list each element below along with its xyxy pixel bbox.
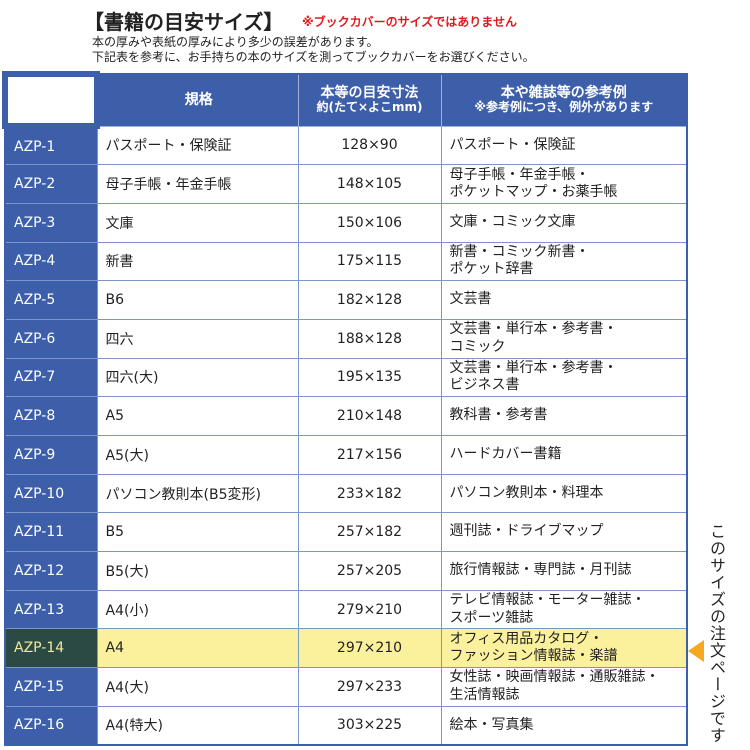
- cell-example: 文庫・コミック文庫: [440, 202, 688, 243]
- header-size: 本等の目安寸法 約(たて×よこmm): [297, 73, 442, 127]
- cell-id: AZP-8: [4, 396, 98, 436]
- cell-id: AZP-10: [4, 473, 98, 514]
- cell-spec: 母子手帳・年金手帳: [96, 164, 299, 204]
- cell-example: ハードカバー書籍: [440, 435, 688, 475]
- cell-example: 文芸書: [440, 280, 688, 320]
- cell-size: 188×128: [297, 318, 442, 359]
- table-row[interactable]: AZP-4 新書 175×115 新書・コミック新書・ ポケット辞書: [4, 241, 688, 282]
- disclaimer-note: ※ブックカバーのサイズではありません: [302, 15, 517, 29]
- cell-spec: 四六(大): [96, 357, 299, 398]
- cell-size: 182×128: [297, 280, 442, 320]
- cell-spec: B5(大): [96, 551, 299, 591]
- cell-size: 150×106: [297, 202, 442, 243]
- cell-spec: パソコン教則本(B5変形): [96, 473, 299, 514]
- cell-size: 303×225: [297, 705, 442, 746]
- cell-id: AZP-4: [4, 241, 98, 282]
- cell-id: AZP-16: [4, 705, 98, 746]
- cell-size: 128×90: [297, 125, 442, 166]
- cell-spec: A4(大): [96, 667, 299, 707]
- cell-size: 297×210: [297, 628, 442, 669]
- cell-example: 文芸書・単行本・参考書・ ビジネス書: [440, 357, 688, 398]
- cell-example: 女性誌・映画情報誌・通販雑誌・ 生活情報誌: [440, 667, 688, 707]
- cell-spec: A5: [96, 396, 299, 436]
- cell-spec: 新書: [96, 241, 299, 282]
- cell-id: AZP-13: [4, 589, 98, 630]
- order-page-label[interactable]: このサイズの注文ページです: [707, 523, 726, 744]
- table-row[interactable]: AZP-14 A4 297×210 オフィス用品カタログ・ ファッション情報誌・楽譜: [4, 628, 688, 669]
- cell-spec: A4: [96, 628, 299, 669]
- table-row[interactable]: AZP-11 B5 257×182 週刊誌・ドライブマップ: [4, 512, 688, 553]
- cell-example: 文芸書・単行本・参考書・ コミック: [440, 318, 688, 359]
- cell-spec: B5: [96, 512, 299, 553]
- cell-example: 母子手帳・年金手帳・ ポケットマップ・お薬手帳: [440, 164, 688, 204]
- cell-size: 195×135: [297, 357, 442, 398]
- cell-id: AZP-3: [4, 202, 98, 243]
- cell-size: 175×115: [297, 241, 442, 282]
- cell-size: 217×156: [297, 435, 442, 475]
- cell-id: AZP-7: [4, 357, 98, 398]
- cell-size: 297×233: [297, 667, 442, 707]
- header-example-sub: ※参考例につき、例外があります: [474, 100, 654, 115]
- table-row[interactable]: AZP-3 文庫 150×106 文庫・コミック文庫: [4, 202, 688, 243]
- table-row[interactable]: AZP-16 A4(特大) 303×225 絵本・写真集: [4, 705, 688, 746]
- cell-size: 148×105: [297, 164, 442, 204]
- cell-example: 絵本・写真集: [440, 705, 688, 746]
- table-row[interactable]: AZP-12 B5(大) 257×205 旅行情報誌・専門誌・月刊誌: [4, 551, 688, 591]
- page-title: 【書籍の目安サイズ】: [84, 10, 284, 34]
- cell-spec: B6: [96, 280, 299, 320]
- cell-example: テレビ情報誌・モーター雑誌・ スポーツ雑誌: [440, 589, 688, 630]
- table-row[interactable]: AZP-9 A5(大) 217×156 ハードカバー書籍: [4, 435, 688, 475]
- size-table: 規格 本等の目安寸法 約(たて×よこmm) 本や雑誌等の参考例 ※参考例につき、例外…: [2, 71, 688, 746]
- cell-id: AZP-12: [4, 551, 98, 591]
- table-row[interactable]: AZP-10 パソコン教則本(B5変形) 233×182 パソコン教則本・料理本: [4, 473, 688, 514]
- cell-id: AZP-14: [4, 628, 98, 669]
- header-spec: 規格: [96, 73, 299, 127]
- cell-id: AZP-1: [4, 125, 98, 166]
- cell-id: AZP-11: [4, 512, 98, 553]
- cell-example: 週刊誌・ドライブマップ: [440, 512, 688, 553]
- header-example: 本や雑誌等の参考例 ※参考例につき、例外があります: [440, 73, 688, 127]
- table-row[interactable]: AZP-1 パスポート・保険証 128×90 パスポート・保険証: [4, 125, 688, 166]
- cell-id: AZP-6: [4, 318, 98, 359]
- table-row[interactable]: AZP-6 四六 188×128 文芸書・単行本・参考書・ コミック: [4, 318, 688, 359]
- table-row[interactable]: AZP-8 A5 210×148 教科書・参考書: [4, 396, 688, 436]
- cell-size: 257×205: [297, 551, 442, 591]
- cell-example: オフィス用品カタログ・ ファッション情報誌・楽譜: [440, 628, 688, 669]
- cell-spec: A4(小): [96, 589, 299, 630]
- header-size-sub: 約(たて×よこmm): [316, 100, 423, 115]
- table-row[interactable]: AZP-2 母子手帳・年金手帳 148×105 母子手帳・年金手帳・ ポケットマップ・お…: [4, 164, 688, 204]
- table-header-row: 規格 本等の目安寸法 約(たて×よこmm) 本や雑誌等の参考例 ※参考例につき、例外…: [2, 71, 688, 129]
- description-line-1: 本の厚みや表紙の厚みにより多少の誤差があります。: [92, 35, 379, 49]
- cell-id: AZP-9: [4, 435, 98, 475]
- table-row[interactable]: AZP-7 四六(大) 195×135 文芸書・単行本・参考書・ ビジネス書: [4, 357, 688, 398]
- description-line-2: 下記表を参考に、お手持ちの本のサイズを測ってブックカバーをお選びください。: [92, 50, 535, 64]
- cell-example: 教科書・参考書: [440, 396, 688, 436]
- cell-spec: A5(大): [96, 435, 299, 475]
- cell-spec: パスポート・保険証: [96, 125, 299, 166]
- table-row[interactable]: AZP-15 A4(大) 297×233 女性誌・映画情報誌・通販雑誌・ 生活情報誌: [4, 667, 688, 707]
- cell-size: 279×210: [297, 589, 442, 630]
- cell-spec: 文庫: [96, 202, 299, 243]
- table-row[interactable]: AZP-13 A4(小) 279×210 テレビ情報誌・モーター雑誌・ スポーツ雑誌: [4, 589, 688, 630]
- header-blank-cell: [2, 71, 100, 129]
- triangle-left-icon: [688, 640, 704, 662]
- header-example-label: 本や雑誌等の参考例: [500, 85, 627, 102]
- cell-example: パソコン教則本・料理本: [440, 473, 688, 514]
- cell-id: AZP-2: [4, 164, 98, 204]
- cell-example: 旅行情報誌・専門誌・月刊誌: [440, 551, 688, 591]
- cell-size: 233×182: [297, 473, 442, 514]
- cell-spec: A4(特大): [96, 705, 299, 746]
- cell-size: 210×148: [297, 396, 442, 436]
- cell-example: 新書・コミック新書・ ポケット辞書: [440, 241, 688, 282]
- table-row[interactable]: AZP-5 B6 182×128 文芸書: [4, 280, 688, 320]
- header-size-label: 本等の目安寸法: [320, 85, 419, 102]
- cell-example: パスポート・保険証: [440, 125, 688, 166]
- cell-spec: 四六: [96, 318, 299, 359]
- cell-id: AZP-15: [4, 667, 98, 707]
- cell-id: AZP-5: [4, 280, 98, 320]
- cell-size: 257×182: [297, 512, 442, 553]
